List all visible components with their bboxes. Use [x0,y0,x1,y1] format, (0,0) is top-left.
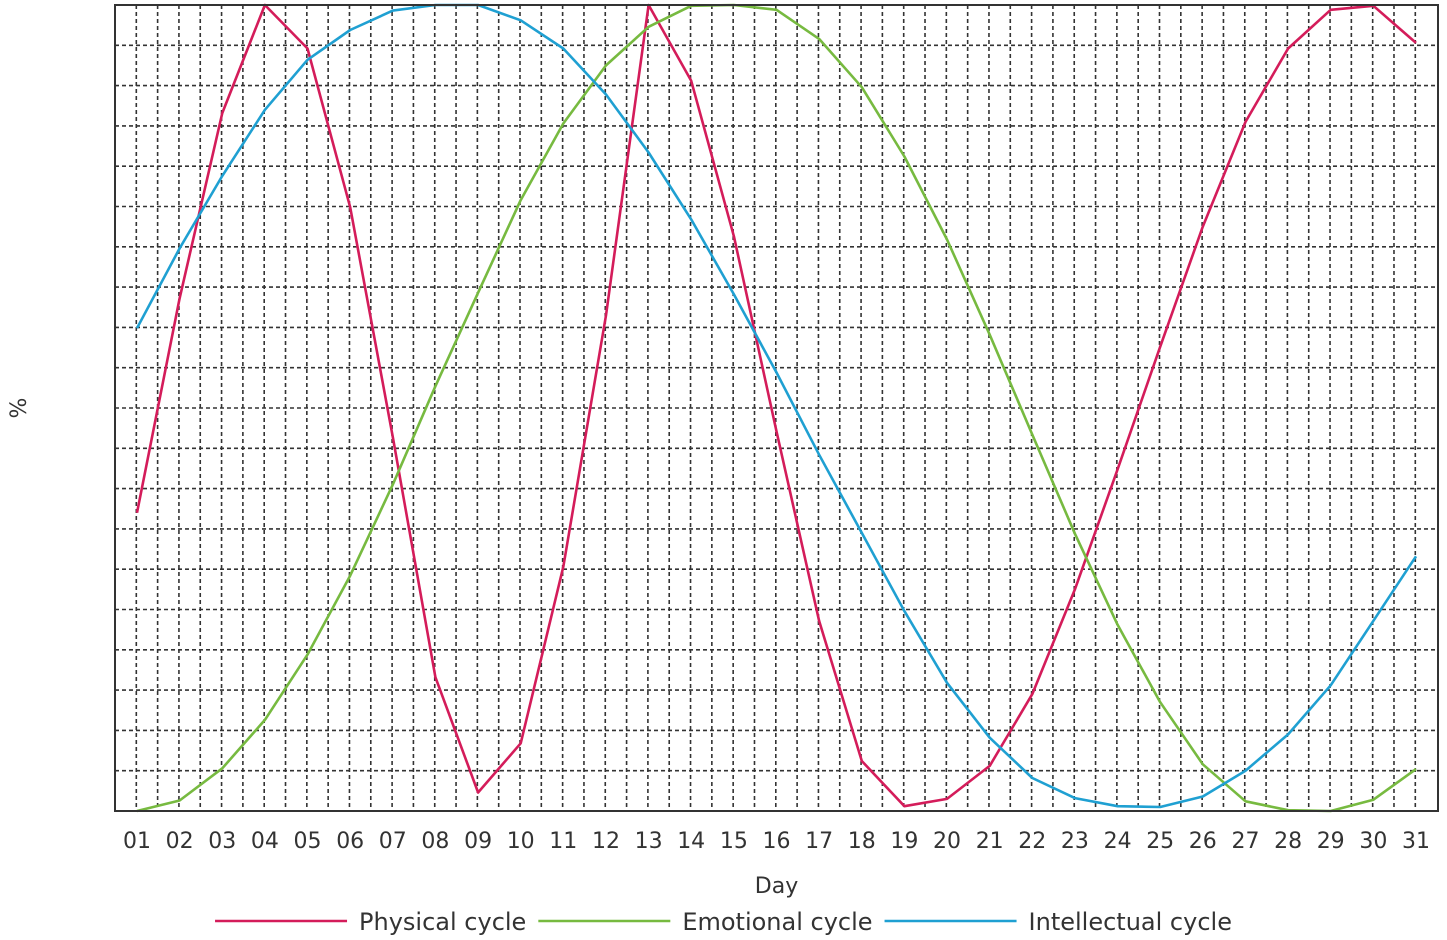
x-tick-label: 11 [549,829,577,854]
x-axis-ticks: 01 02 03 04 05 06 07 08 09 10 11 12 13 14 15 16 17 18 19 20… [123,829,1430,854]
legend: Physical cycle Emotional cycle Intellectua… [215,908,1232,936]
y-axis-label: % [7,398,32,419]
x-axis-label: Day [755,874,798,899]
x-tick-label: 28 [1274,829,1302,854]
x-tick-label: 05 [294,829,322,854]
x-tick-label: 22 [1018,829,1046,854]
x-tick-label: 31 [1402,829,1430,854]
x-tick-label: 18 [848,829,876,854]
plot-frame [114,4,1439,812]
x-tick-label: 23 [1061,829,1089,854]
x-tick-label: 04 [251,829,279,854]
x-tick-label: 20 [933,829,961,854]
x-tick-label: 25 [1146,829,1174,854]
x-tick-label: 16 [763,829,791,854]
x-tick-label: 12 [592,829,620,854]
grid [115,5,1438,811]
x-tick-label: 14 [677,829,705,854]
series-line-emotional-cycle [136,3,1417,813]
x-tick-label: 08 [421,829,449,854]
legend-label: Physical cycle [359,908,526,936]
x-tick-label: 02 [166,829,194,854]
x-tick-label: 27 [1232,829,1260,854]
x-tick-label: 10 [507,829,535,854]
x-tick-label: 24 [1104,829,1132,854]
x-tick-label: 21 [976,829,1004,854]
x-tick-label: 03 [208,829,236,854]
x-tick-label: 09 [464,829,492,854]
legend-label: Intellectual cycle [1029,908,1232,936]
x-tick-label: 19 [890,829,918,854]
x-tick-label: 26 [1189,829,1217,854]
x-tick-label: 17 [805,829,833,854]
x-tick-label: 29 [1317,829,1345,854]
x-tick-label: 07 [379,829,407,854]
series-line-intellectual-cycle [135,3,1418,809]
x-tick-label: 15 [720,829,748,854]
series-lines [135,3,1418,813]
x-tick-label: 13 [635,829,663,854]
series-line-physical-cycle [135,3,1417,808]
legend-label: Emotional cycle [682,908,872,936]
x-tick-label: 06 [336,829,364,854]
x-tick-label: 30 [1359,829,1387,854]
x-tick-label: 01 [123,829,151,854]
